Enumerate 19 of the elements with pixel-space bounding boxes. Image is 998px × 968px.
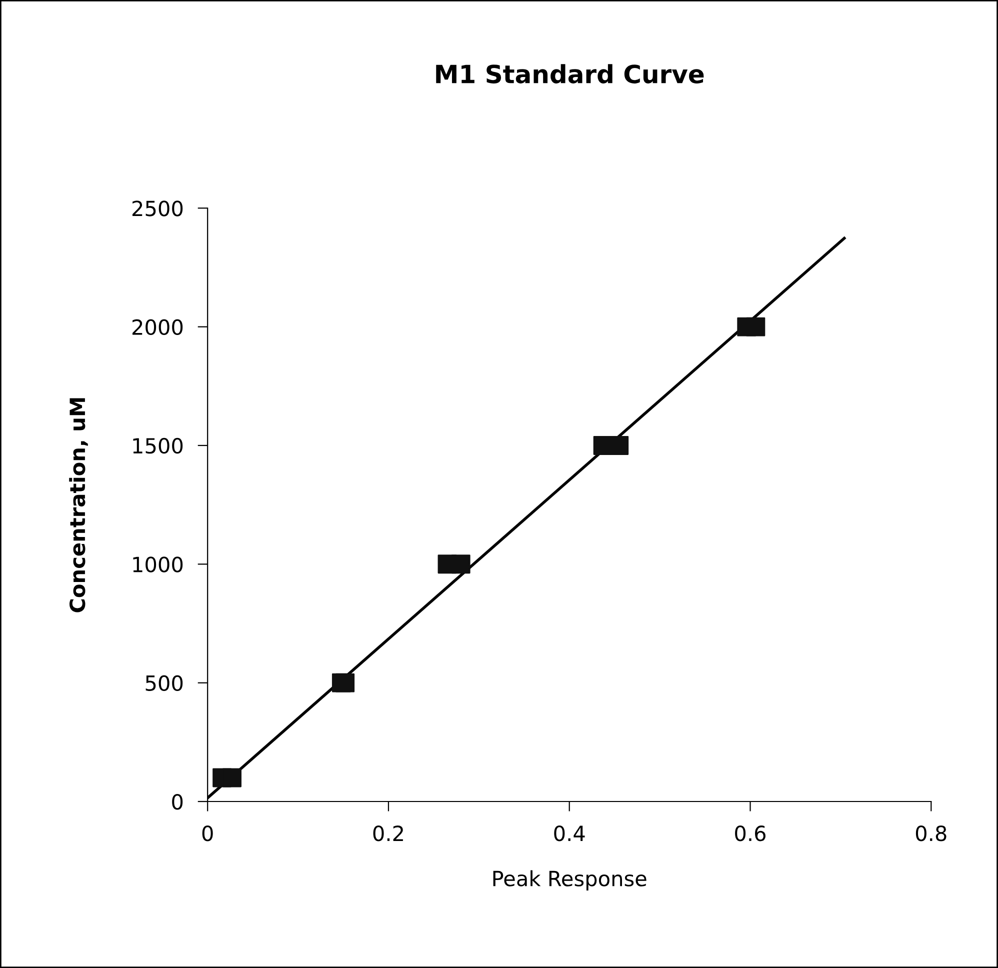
y-tick-label: 2000 — [132, 319, 183, 336]
point — [610, 436, 629, 455]
point — [451, 554, 470, 574]
x-tick-label: 0 — [202, 825, 213, 842]
x-tick-label: 0.2 — [373, 825, 403, 842]
y-tick-label: 1000 — [133, 556, 183, 572]
point — [746, 317, 766, 336]
y-tick-label: 1500 — [133, 438, 183, 454]
y-tick-label: 2500 — [132, 200, 183, 216]
y-tick-label: 500 — [146, 675, 183, 692]
chart-title: M1 Standard Curve — [436, 64, 704, 84]
x-tick-label: 0.6 — [735, 825, 766, 842]
y-axis-title: Concentration, uM — [69, 398, 88, 612]
x-tick-label: 0.8 — [916, 825, 946, 842]
x-tick-label: 0.4 — [554, 825, 585, 842]
x-axis-title: Peak Response — [493, 870, 646, 890]
y-tick-label: 0 — [172, 794, 183, 810]
point — [336, 673, 355, 692]
point — [222, 768, 242, 788]
